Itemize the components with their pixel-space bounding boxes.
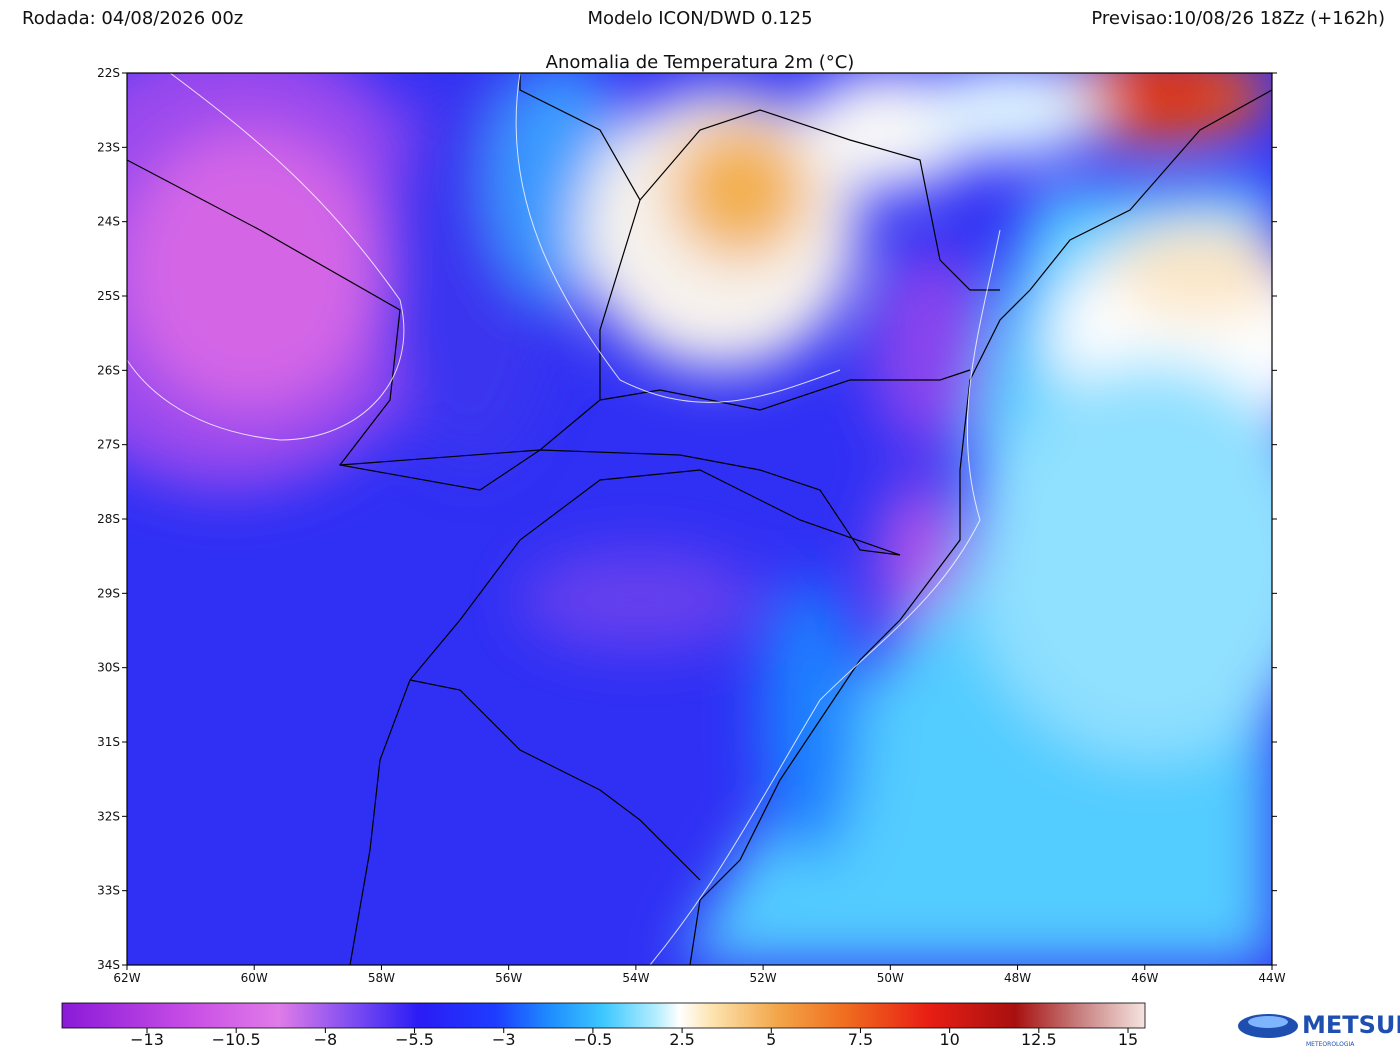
lat-label: 28S <box>97 512 120 526</box>
colorbar-label: −10.5 <box>212 1030 261 1049</box>
lon-label: 44W <box>1258 971 1285 985</box>
colorbar-label: −0.5 <box>573 1030 612 1049</box>
lat-label: 27S <box>97 438 120 452</box>
borders <box>127 73 1272 965</box>
colorbar-label: −3 <box>492 1030 516 1049</box>
colorbar <box>61 1002 1146 1029</box>
lat-label: 26S <box>97 363 120 377</box>
logo-name: METSUL <box>1302 1011 1400 1039</box>
map-title: Anomalia de Temperatura 2m (°C) <box>546 52 855 73</box>
colorbar-label: 15 <box>1118 1030 1138 1049</box>
lat-label: 24S <box>97 215 120 229</box>
colorbar-label: −5.5 <box>395 1030 434 1049</box>
colorbar-label: 7.5 <box>848 1030 873 1049</box>
lon-label: 56W <box>495 971 522 985</box>
colorbar-label: 5 <box>766 1030 776 1049</box>
lon-label: 58W <box>368 971 395 985</box>
lat-label: 33S <box>97 884 120 898</box>
colorbar-label: 12.5 <box>1021 1030 1057 1049</box>
colorbar-label: 10 <box>939 1030 959 1049</box>
colorbar-label: −8 <box>314 1030 338 1049</box>
lat-label: 31S <box>97 735 120 749</box>
lon-label: 46W <box>1131 971 1158 985</box>
logo: METSUL METEOROLOGIA <box>1238 1011 1400 1048</box>
lon-label: 60W <box>241 971 268 985</box>
lon-label: 54W <box>622 971 649 985</box>
lon-label: 50W <box>877 971 904 985</box>
lon-label: 48W <box>1004 971 1031 985</box>
model-label: Modelo ICON/DWD 0.125 <box>587 8 812 29</box>
forecast-label: Previsao:10/08/26 18Zz (+162h) <box>1091 8 1385 29</box>
logo-subtitle: METEOROLOGIA <box>1306 1041 1355 1048</box>
temperature-field <box>127 73 1272 965</box>
colorbar-label: −13 <box>130 1030 164 1049</box>
lat-label: 22S <box>97 66 120 80</box>
run-label: Rodada: 04/08/2026 00z <box>22 8 243 29</box>
lat-label: 29S <box>97 586 120 600</box>
lat-label: 25S <box>97 289 120 303</box>
lat-label: 30S <box>97 661 120 675</box>
lon-label: 62W <box>113 971 140 985</box>
lat-label: 23S <box>97 140 120 154</box>
colorbar-label: 2.5 <box>669 1030 694 1049</box>
lon-label: 52W <box>750 971 777 985</box>
lat-label: 34S <box>97 958 120 972</box>
lat-label: 32S <box>97 809 120 823</box>
